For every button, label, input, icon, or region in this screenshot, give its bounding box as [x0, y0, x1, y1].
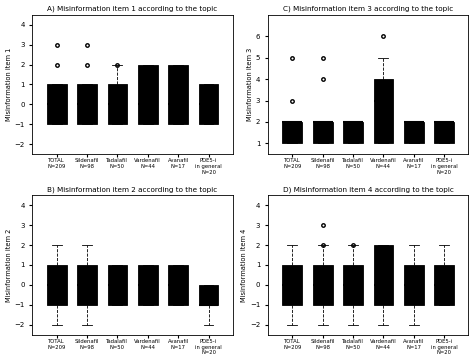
- PathPatch shape: [199, 285, 219, 305]
- PathPatch shape: [374, 79, 393, 143]
- PathPatch shape: [47, 265, 66, 305]
- Y-axis label: Misinformation item 2: Misinformation item 2: [6, 228, 11, 302]
- Y-axis label: Misinformation item 4: Misinformation item 4: [241, 228, 247, 302]
- PathPatch shape: [434, 122, 454, 143]
- Title: A) Misinformation item 1 according to the topic: A) Misinformation item 1 according to th…: [47, 5, 218, 12]
- PathPatch shape: [313, 122, 332, 143]
- Title: C) Misinformation item 3 according to the topic: C) Misinformation item 3 according to th…: [283, 5, 453, 12]
- PathPatch shape: [283, 265, 302, 305]
- PathPatch shape: [108, 265, 128, 305]
- PathPatch shape: [343, 122, 363, 143]
- PathPatch shape: [138, 265, 158, 305]
- PathPatch shape: [138, 65, 158, 124]
- PathPatch shape: [374, 245, 393, 305]
- PathPatch shape: [404, 265, 424, 305]
- PathPatch shape: [168, 65, 188, 124]
- PathPatch shape: [77, 265, 97, 305]
- PathPatch shape: [199, 84, 219, 124]
- PathPatch shape: [404, 122, 424, 143]
- Title: D) Misinformation item 4 according to the topic: D) Misinformation item 4 according to th…: [283, 186, 454, 192]
- PathPatch shape: [434, 265, 454, 305]
- PathPatch shape: [283, 122, 302, 143]
- PathPatch shape: [168, 265, 188, 305]
- PathPatch shape: [77, 84, 97, 124]
- Y-axis label: Misinformation item 1: Misinformation item 1: [6, 48, 11, 121]
- PathPatch shape: [343, 265, 363, 305]
- PathPatch shape: [108, 84, 128, 124]
- Y-axis label: Misinformation item 3: Misinformation item 3: [247, 48, 253, 121]
- Title: B) Misinformation item 2 according to the topic: B) Misinformation item 2 according to th…: [47, 186, 218, 192]
- PathPatch shape: [47, 84, 66, 124]
- PathPatch shape: [313, 265, 332, 305]
